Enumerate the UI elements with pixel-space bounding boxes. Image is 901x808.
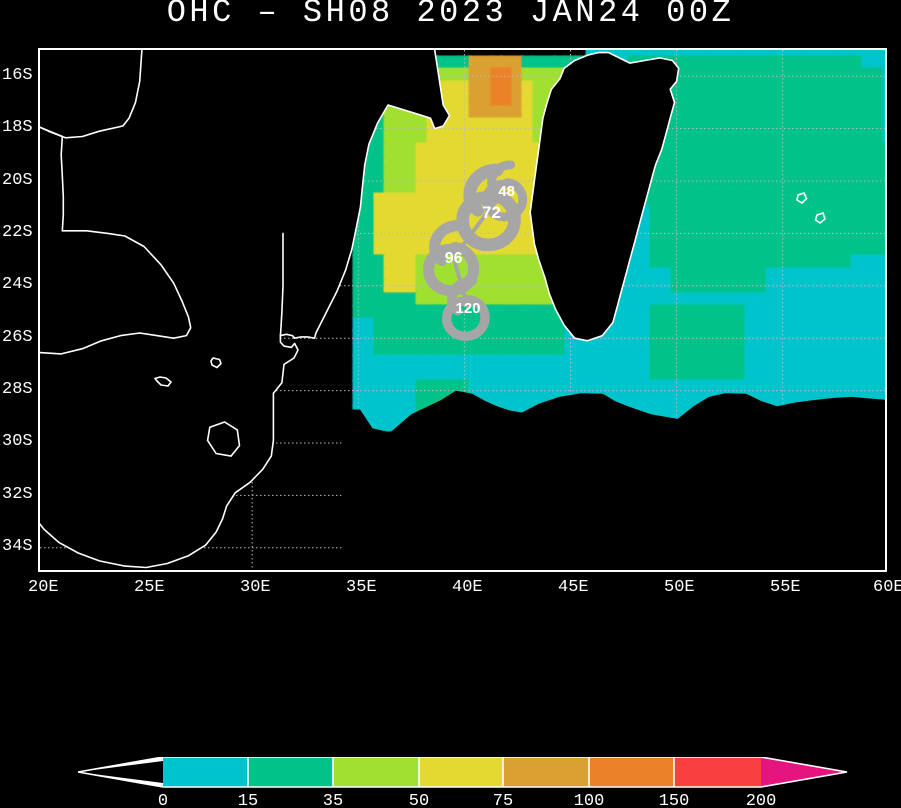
svg-text:72: 72 — [482, 203, 501, 222]
svg-text:15: 15 — [238, 792, 258, 808]
svg-text:200: 200 — [746, 792, 777, 808]
svg-text:0: 0 — [158, 792, 168, 808]
svg-text:120: 120 — [455, 300, 480, 317]
svg-text:35: 35 — [323, 792, 343, 808]
svg-text:75: 75 — [493, 792, 513, 808]
svg-text:50: 50 — [409, 792, 429, 808]
svg-text:48: 48 — [498, 183, 515, 200]
svg-text:150: 150 — [659, 792, 690, 808]
svg-text:96: 96 — [445, 250, 463, 267]
svg-text:100: 100 — [574, 792, 605, 808]
